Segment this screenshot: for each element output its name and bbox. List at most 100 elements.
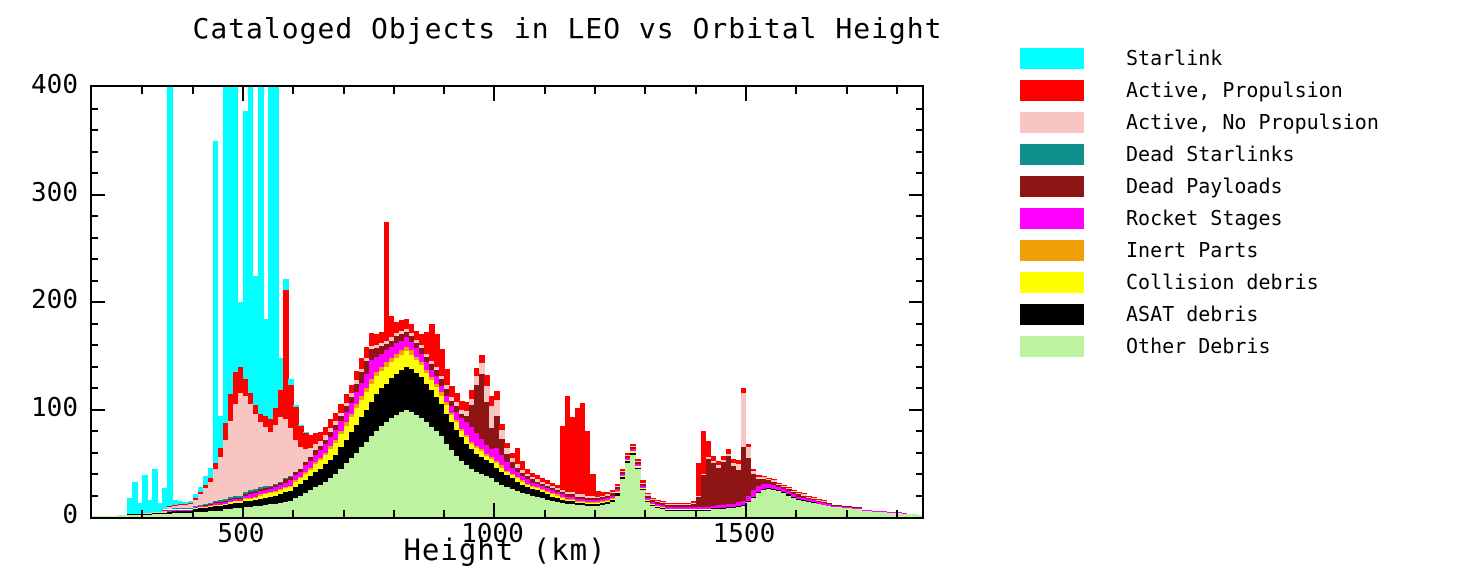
bar-segment-collision-debris: [217, 505, 224, 507]
bar-segment-rocket-stages: [730, 504, 737, 508]
bar-segment-rocket-stages: [489, 449, 495, 457]
bar-segment-other-debris: [504, 486, 510, 517]
bar-segment-asat-debris: [293, 486, 299, 498]
bar-segment-other-debris: [544, 499, 551, 517]
bar-segment-starlink: [298, 424, 304, 426]
bar-segment-inert-parts: [595, 501, 601, 504]
bar-segment-active-propulsion: [725, 449, 732, 454]
bar-segment-other-debris: [524, 494, 531, 517]
bar-segment-starlink: [252, 276, 259, 406]
bar-segment-active-no-propulsion: [720, 460, 727, 463]
bar-segment-other-debris: [237, 508, 244, 517]
bar-segment-rocket-stages: [263, 490, 269, 494]
bar-segment-other-debris: [776, 491, 782, 517]
bar-segment-other-debris: [298, 495, 304, 517]
bar-segment-collision-debris: [620, 476, 626, 478]
bar-segment-active-no-propulsion: [408, 333, 415, 337]
bar-segment-active-no-propulsion: [645, 494, 651, 496]
bar-segment-active-no-propulsion: [811, 497, 817, 499]
bar-segment-active-propulsion: [217, 448, 224, 457]
bar-segment-dead-payloads: [655, 501, 661, 505]
bar-segment-dead-payloads: [771, 481, 777, 485]
bar-segment-active-propulsion: [177, 504, 184, 506]
bar-segment-asat-debris: [358, 417, 365, 448]
bar-segment-active-no-propulsion: [816, 499, 822, 501]
bar-segment-inert-parts: [288, 485, 294, 487]
bar-segment-active-propulsion: [700, 431, 707, 474]
bar-segment-other-debris: [182, 512, 189, 517]
bar-segment-other-debris: [771, 490, 777, 517]
bar-segment-active-propulsion: [791, 490, 797, 492]
y-axis-tick: [92, 451, 98, 454]
y-axis-tick: [916, 322, 922, 325]
bar-segment-rocket-stages: [595, 499, 601, 502]
bar-segment-dead-payloads: [806, 497, 812, 499]
bar-segment-collision-debris: [454, 422, 460, 430]
bar-segment-rocket-stages: [318, 450, 324, 458]
bar-segment-rocket-stages: [574, 498, 581, 501]
bar-segment-dead-payloads: [831, 505, 837, 507]
bar-segment-rocket-stages: [217, 503, 224, 506]
bar-segment-active-no-propulsion: [600, 495, 606, 497]
bar-segment-dead-payloads: [232, 497, 239, 499]
bar-segment-active-propulsion: [579, 403, 586, 495]
bar-segment-starlink: [222, 87, 229, 424]
bar-segment-active-no-propulsion: [479, 363, 485, 375]
bar-segment-asat-debris: [348, 432, 355, 458]
bar-segment-active-no-propulsion: [288, 427, 294, 477]
bar-segment-dead-payloads: [459, 413, 465, 419]
bar-segment-active-propulsion: [710, 455, 717, 462]
x-axis-tick: [895, 87, 898, 94]
y-axis-tick: [92, 279, 98, 282]
bar-segment-asat-debris: [740, 505, 747, 507]
bar-segment-active-no-propulsion: [484, 385, 490, 402]
bar-segment-asat-debris: [323, 464, 329, 482]
bar-segment-active-propulsion: [459, 400, 465, 410]
bar-segment-asat-debris: [424, 383, 430, 423]
bar-segment-asat-debris: [660, 508, 666, 510]
bar-segment-collision-debris: [625, 460, 631, 462]
bar-segment-inert-parts: [519, 480, 526, 482]
bar-segment-dead-starlinks: [283, 478, 289, 480]
bar-segment-collision-debris: [383, 366, 390, 384]
bar-segment-other-debris: [690, 510, 697, 517]
y-axis-tick: [916, 451, 922, 454]
bar-segment-active-no-propulsion: [424, 353, 430, 357]
bar-segment-dead-payloads: [816, 500, 822, 502]
bar-segment-collision-debris: [343, 425, 350, 440]
bar-segment-starlink: [278, 357, 284, 391]
bar-segment-active-propulsion: [323, 426, 329, 436]
legend-swatch-other-debris: [1020, 335, 1084, 357]
bar-segment-active-no-propulsion: [554, 487, 561, 491]
bar-segment-rocket-stages: [705, 507, 712, 510]
bar-segment-collision-debris: [474, 448, 480, 454]
bar-segment-other-debris: [610, 501, 616, 517]
bar-segment-other-debris: [157, 513, 163, 517]
bar-segment-inert-parts: [293, 480, 299, 482]
bar-segment-active-no-propulsion: [142, 512, 148, 514]
bar-segment-active-no-propulsion: [439, 376, 445, 380]
x-axis-tick: [443, 510, 446, 517]
bar-segment-collision-debris: [444, 405, 450, 414]
bar-segment-other-debris: [680, 510, 687, 517]
bar-segment-asat-debris: [640, 489, 646, 491]
bar-segment-rocket-stages: [197, 506, 204, 508]
bar-segment-rocket-stages: [650, 501, 656, 505]
bar-segment-other-debris: [499, 484, 505, 517]
bar-segment-asat-debris: [398, 369, 405, 412]
bar-segment-dead-starlinks: [197, 505, 204, 507]
bar-segment-other-debris: [816, 504, 822, 517]
bar-segment-other-debris: [670, 510, 676, 517]
bar-segment-asat-debris: [675, 509, 682, 511]
x-axis-tick: [895, 510, 898, 517]
bar-segment-rocket-stages: [509, 467, 516, 474]
bar-segment-active-no-propulsion: [574, 494, 581, 497]
bar-segment-other-debris: [685, 510, 692, 517]
bar-segment-active-no-propulsion: [735, 464, 742, 470]
bar-segment-rocket-stages: [630, 449, 636, 452]
y-axis-tick: [92, 172, 98, 174]
bar-segment-other-debris: [142, 514, 148, 517]
bar-segment-other-debris: [227, 509, 234, 517]
x-axis-tick: [443, 87, 446, 94]
bar-segment-active-no-propulsion: [544, 483, 551, 486]
